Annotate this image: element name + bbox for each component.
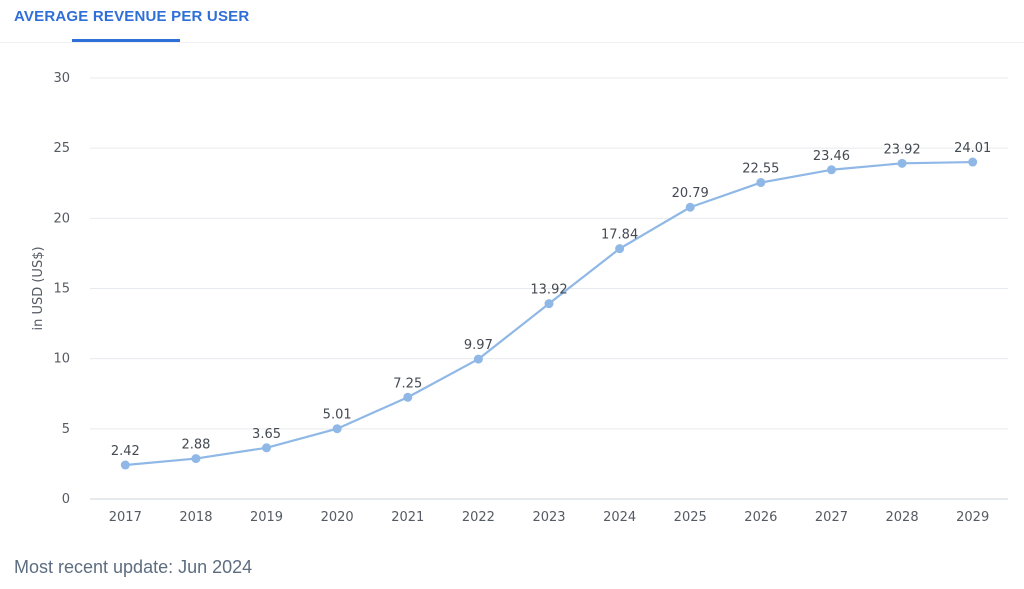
x-tick-label: 2025 — [674, 510, 707, 525]
data-label: 23.46 — [813, 149, 850, 164]
data-point — [473, 354, 483, 364]
chart-area: 0 5 10 15 20 25 30 2017 2018 2019 2020 2021 2022 2023… — [0, 50, 1024, 540]
y-tick-label: 30 — [53, 71, 70, 86]
y-tick-label: 15 — [53, 282, 70, 297]
data-label: 17.84 — [601, 228, 638, 243]
x-tick-label: 2020 — [321, 510, 354, 525]
data-label: 22.55 — [742, 162, 779, 177]
data-point — [332, 424, 342, 434]
tab-average-revenue-per-user[interactable]: AVERAGE REVENUE PER USER — [14, 8, 250, 25]
data-point — [544, 299, 554, 309]
x-tick-label: 2022 — [462, 510, 495, 525]
data-label: 24.01 — [954, 141, 991, 156]
data-label: 20.79 — [672, 186, 709, 201]
x-tick-label: 2017 — [109, 510, 142, 525]
data-label: 3.65 — [252, 427, 281, 442]
data-point — [685, 202, 695, 212]
data-label: 9.97 — [464, 338, 493, 353]
y-tick-label: 20 — [53, 211, 70, 226]
series-line — [124, 160, 974, 467]
data-label: 7.25 — [393, 376, 422, 391]
data-label: 23.92 — [883, 142, 920, 157]
x-tick-label: 2029 — [956, 510, 989, 525]
data-point — [756, 178, 766, 188]
x-tick-label: 2019 — [250, 510, 283, 525]
tab-bar: AVERAGE REVENUE PER USER — [0, 0, 1024, 43]
y-tick-label: 0 — [62, 492, 70, 507]
data-point — [897, 158, 907, 168]
tab-active-indicator — [72, 39, 180, 42]
data-label: 2.88 — [181, 438, 210, 453]
x-tick-label: 2018 — [179, 510, 212, 525]
data-point — [262, 443, 272, 453]
data-point — [615, 244, 625, 254]
data-point — [120, 460, 130, 470]
y-axis-title: in USD (US$) — [31, 246, 46, 330]
x-tick-label: 2027 — [815, 510, 848, 525]
x-tick-label: 2021 — [391, 510, 424, 525]
x-tick-label: 2023 — [532, 510, 565, 525]
x-tick-label: 2026 — [744, 510, 777, 525]
data-label: 5.01 — [323, 408, 352, 423]
data-label: 2.42 — [111, 444, 140, 459]
update-note: Most recent update: Jun 2024 — [14, 557, 253, 577]
x-tick-label: 2024 — [603, 510, 636, 525]
data-point — [826, 165, 836, 175]
data-point — [191, 454, 201, 464]
y-tick-label: 25 — [53, 141, 70, 156]
data-label: 13.92 — [530, 283, 567, 298]
x-tick-label: 2028 — [886, 510, 919, 525]
y-tick-label: 10 — [53, 352, 70, 367]
data-point — [968, 157, 978, 167]
y-tick-label: 5 — [62, 422, 70, 437]
data-point — [403, 392, 413, 402]
